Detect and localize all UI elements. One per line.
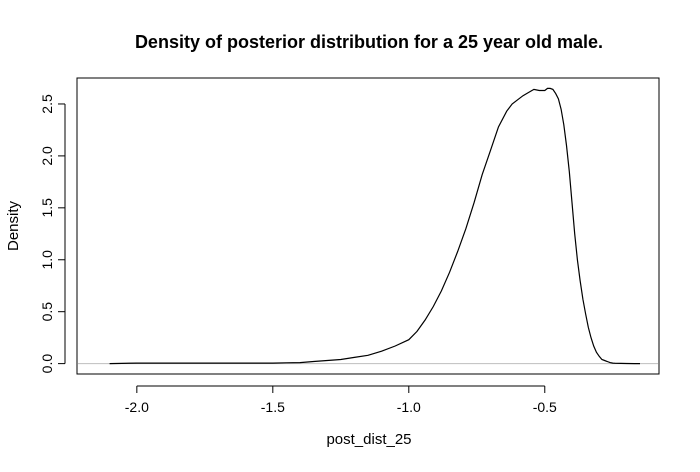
- x-tick-label: -1.5: [261, 399, 285, 415]
- density-curve: [109, 87, 640, 365]
- x-axis-label: post_dist_25: [326, 431, 411, 448]
- chart-title: Density of posterior distribution for a …: [135, 32, 603, 52]
- plot-frame: [76, 77, 660, 375]
- x-axis: -2.0 -1.5 -1.0 -0.5: [125, 385, 557, 415]
- x-tick-label: -0.5: [533, 399, 557, 415]
- y-tick-label: 0.5: [39, 302, 55, 322]
- y-tick-label: 2.5: [39, 94, 55, 114]
- y-axis: 0.0 0.5 1.0 1.5 2.0 2.5: [39, 94, 66, 374]
- y-tick-label: 0.0: [39, 354, 55, 374]
- y-tick-label: 1.0: [39, 250, 55, 270]
- y-axis-label: Density: [5, 200, 22, 251]
- x-tick-label: -2.0: [125, 399, 149, 415]
- x-tick-label: -1.0: [397, 399, 421, 415]
- y-tick-label: 2.0: [39, 146, 55, 166]
- y-tick-label: 1.5: [39, 198, 55, 218]
